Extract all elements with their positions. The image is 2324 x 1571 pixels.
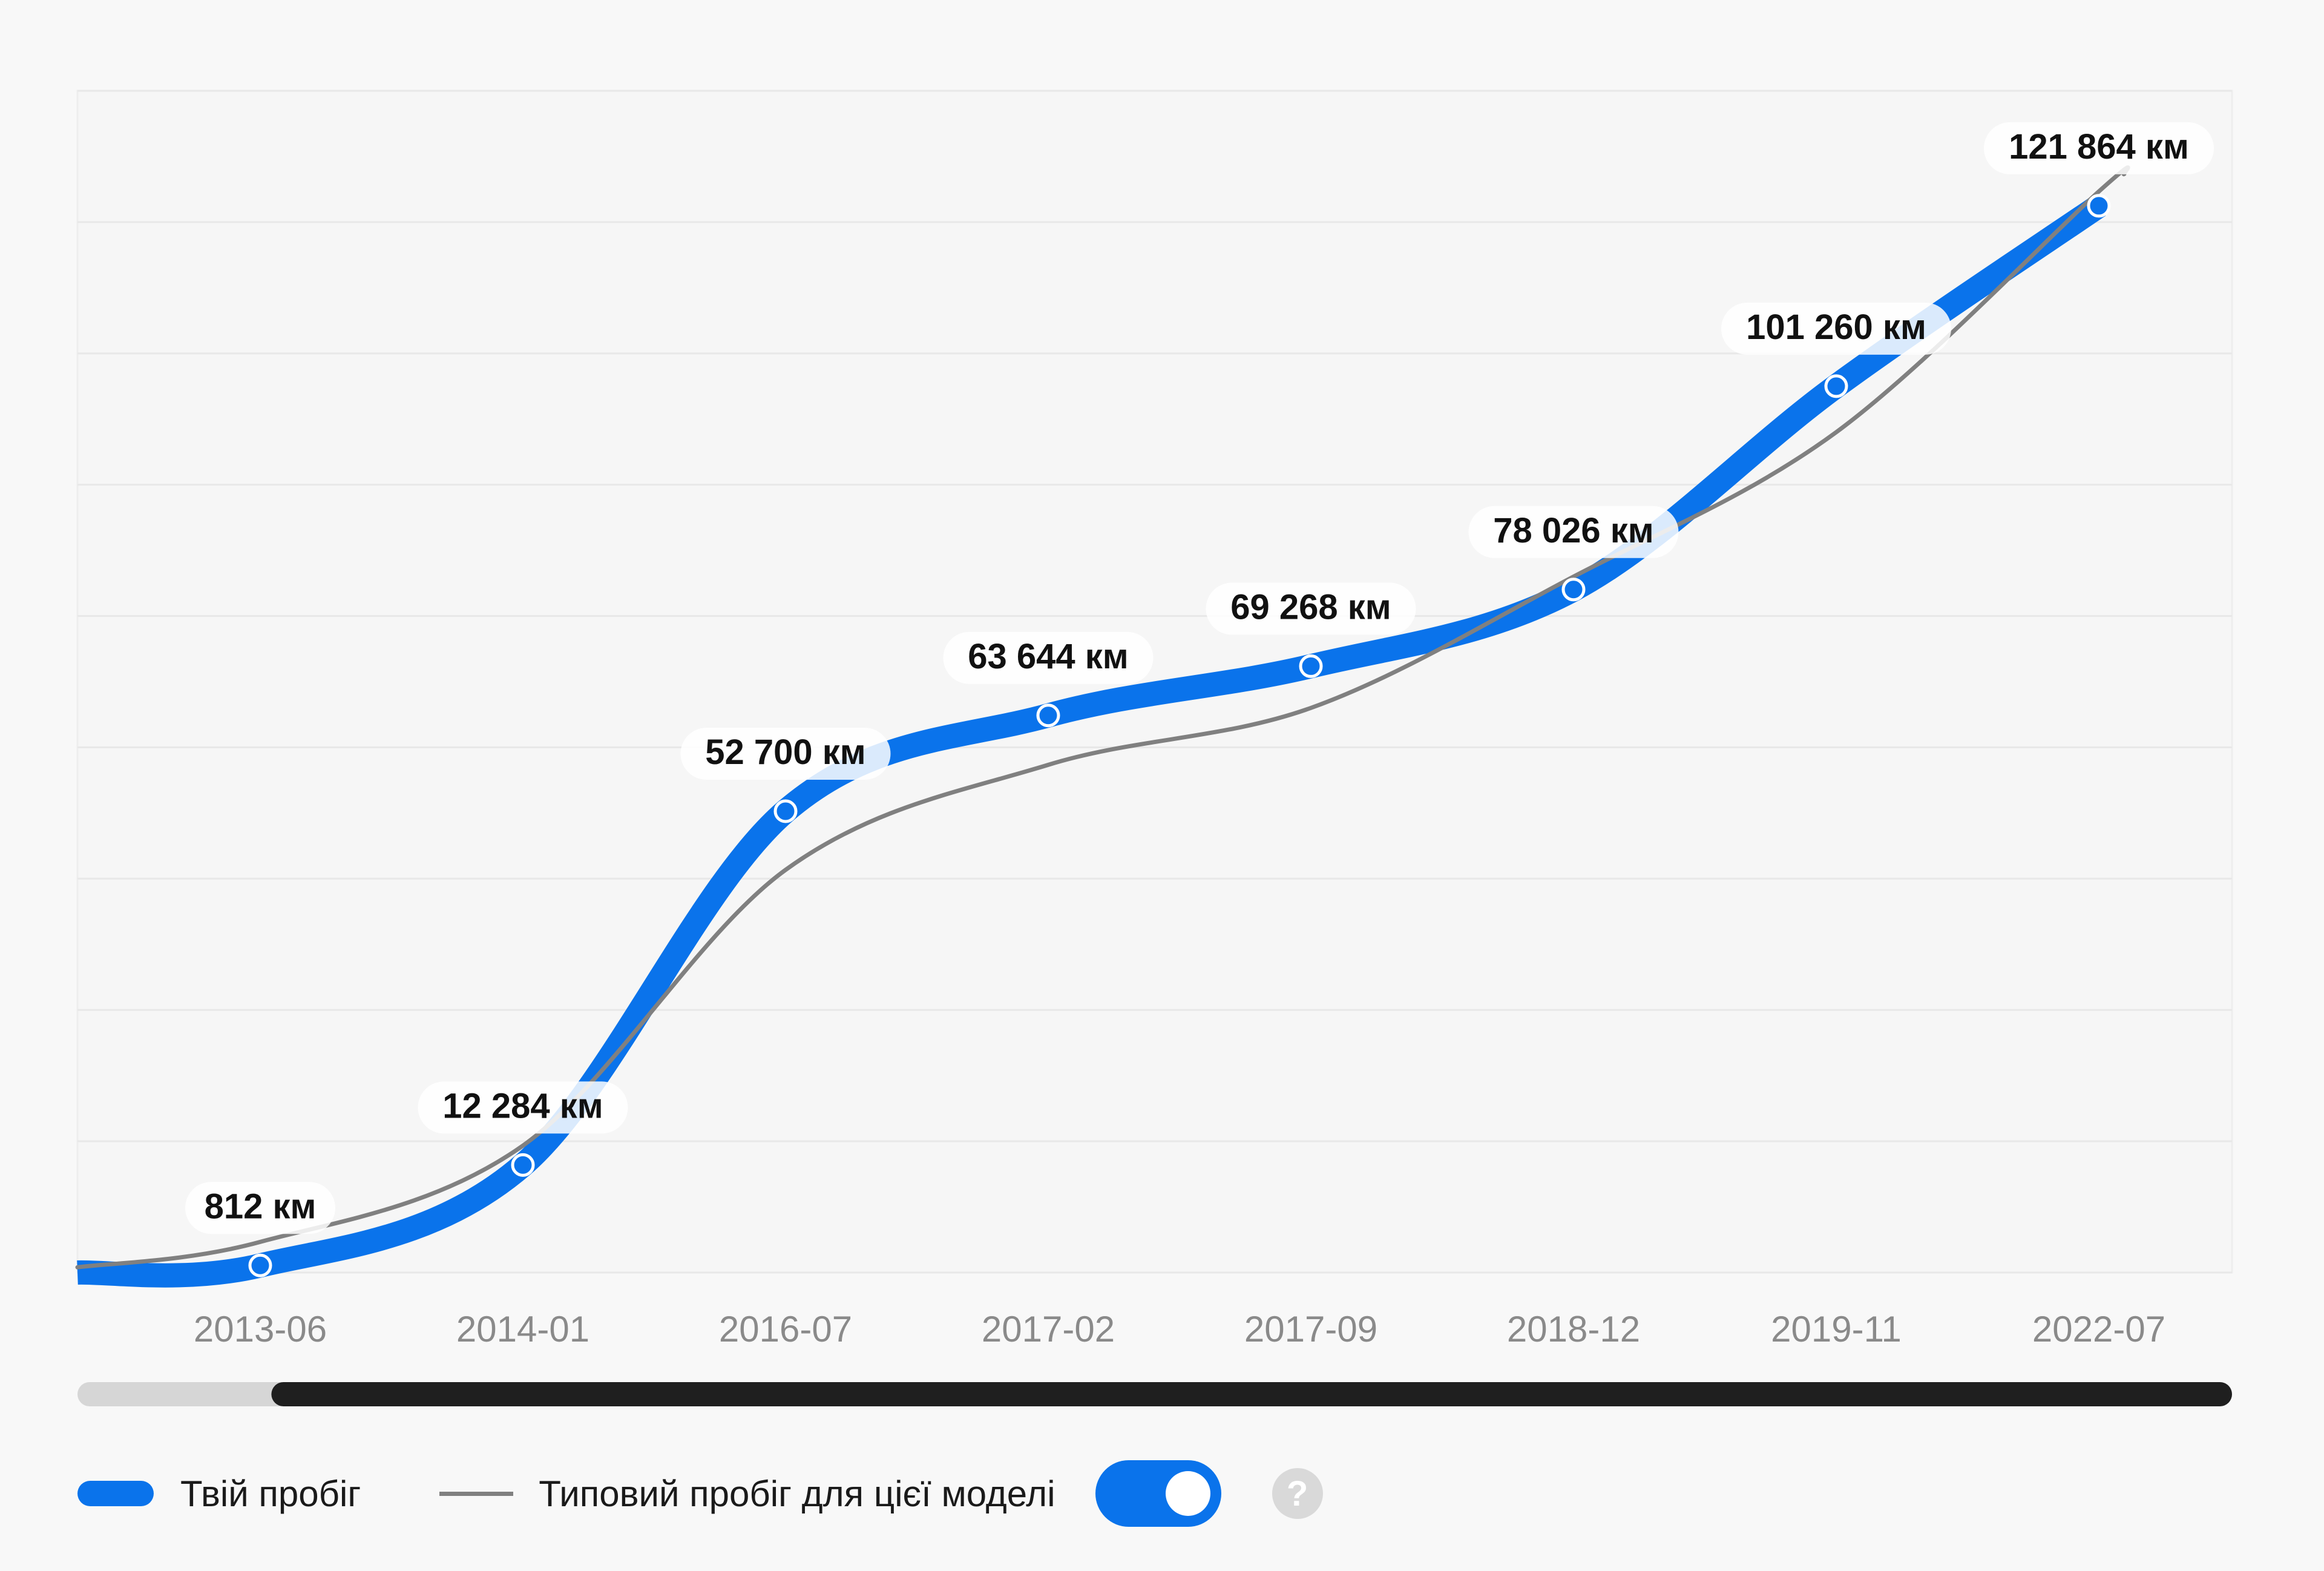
legend-typical-label: Типовий пробіг для цієї моделі [539, 1473, 1055, 1514]
x-tick-label: 2013-06 [194, 1309, 327, 1349]
data-point[interactable] [1561, 578, 1586, 602]
data-label-background [1206, 582, 1416, 635]
data-label-background [680, 727, 891, 780]
x-tick-label: 2017-09 [1244, 1309, 1377, 1349]
data-label: 69 268 км [1230, 587, 1391, 627]
x-tick-label: 2017-02 [982, 1309, 1115, 1349]
data-point[interactable] [1824, 374, 1848, 398]
data-label: 78 026 км [1493, 511, 1653, 550]
x-tick-label: 2022-07 [2032, 1309, 2165, 1349]
data-label: 812 км [205, 1187, 317, 1226]
data-label: 121 864 км [2009, 127, 2189, 166]
legend-user-label: Твій пробіг [180, 1473, 361, 1514]
data-label-background [1984, 122, 2214, 174]
data-point[interactable] [2087, 194, 2111, 218]
x-tick-label: 2014-01 [456, 1309, 589, 1349]
x-tick-label: 2016-07 [719, 1309, 852, 1349]
data-label-background [1721, 302, 1951, 355]
series-typical-line [75, 165, 2130, 1270]
toggle-knob [1165, 1471, 1210, 1516]
legend-user-swatch [77, 1481, 154, 1506]
data-label-background [185, 1182, 335, 1234]
legend-typical-swatch [439, 1491, 514, 1496]
data-label: 63 644 км [968, 637, 1128, 676]
data-point[interactable] [511, 1153, 535, 1177]
data-point[interactable] [1036, 703, 1060, 728]
data-label: 52 700 км [705, 733, 865, 772]
chart-legend: Твій пробіг Типовий пробіг для цієї моде… [77, 1460, 1323, 1527]
data-label: 101 260 км [1746, 308, 1926, 347]
x-tick-label: 2018-12 [1507, 1309, 1640, 1349]
x-tick-label: 2019-11 [1771, 1309, 1902, 1349]
data-label-background [943, 631, 1154, 684]
data-label-background [418, 1081, 628, 1134]
data-point[interactable] [248, 1253, 272, 1277]
data-label-background [1468, 506, 1679, 558]
data-label: 12 284 км [442, 1086, 603, 1125]
typical-mileage-toggle[interactable] [1095, 1460, 1221, 1527]
help-icon[interactable]: ? [1272, 1468, 1323, 1519]
scrollbar-thumb[interactable] [271, 1382, 2233, 1406]
data-point[interactable] [773, 799, 798, 823]
data-point[interactable] [1299, 654, 1323, 678]
